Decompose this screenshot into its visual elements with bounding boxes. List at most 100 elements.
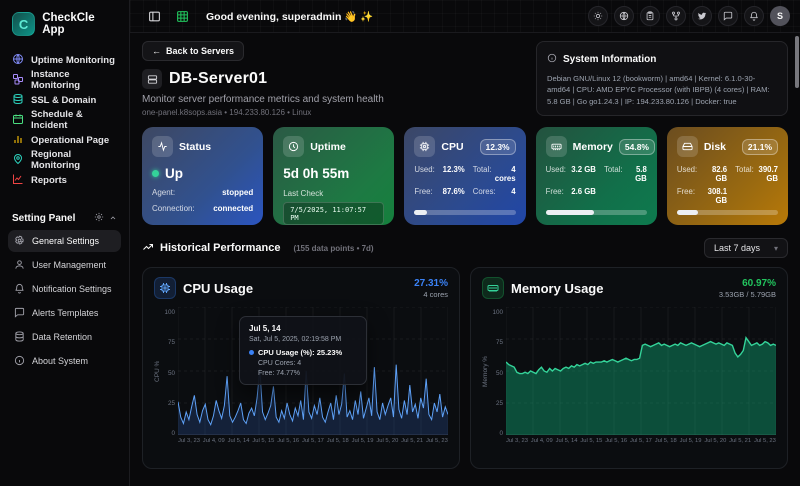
language-button[interactable] <box>614 6 634 26</box>
system-info-title: System Information <box>563 53 657 65</box>
memory-icon <box>482 277 504 299</box>
sidebar-item-label: About System <box>32 356 89 366</box>
y-axis-ticks: 100 75 50 25 0 <box>164 309 175 437</box>
card-label: Disk <box>703 140 726 153</box>
app-logo-icon: C <box>12 12 36 36</box>
gear-icon <box>14 235 25 248</box>
setting-panel-header[interactable]: Setting Panel <box>8 208 121 228</box>
theme-toggle-button[interactable] <box>588 6 608 26</box>
sidebar-toggle-icon[interactable] <box>144 6 164 26</box>
stat-cards-row: Status Up Agent: stopped Connection: conne… <box>142 127 789 225</box>
chevron-down-icon: ▾ <box>773 243 778 253</box>
disk-card: Disk 21.1% Used: 82.6 GB Total: 390.7 GB F… <box>666 127 789 225</box>
back-to-servers-button[interactable]: ← Back to Servers <box>142 41 245 61</box>
cpu-usage-chart-card: CPU Usage 27.31% 4 cores CPU % 100 75 50 25… <box>142 267 460 469</box>
y-axis-ticks: 100 75 50 25 0 <box>492 309 503 437</box>
clock-icon <box>283 136 305 157</box>
calendar-icon <box>12 113 24 128</box>
sidebar-item-instance-monitoring[interactable]: Instance Monitoring <box>8 69 121 91</box>
app-name: CheckCle App <box>42 12 95 36</box>
sidebar-item-about-system[interactable]: About System <box>8 350 121 372</box>
memory-card: Memory 54.8% Used: 3.2 GB Total: 5.8 GB Fr… <box>535 127 657 225</box>
memory-badge: 54.8% <box>618 138 655 155</box>
sidebar-item-general-settings[interactable]: General Settings <box>8 230 121 252</box>
info-icon <box>547 50 557 68</box>
info-icon <box>14 355 25 368</box>
sidebar-nav: Uptime Monitoring Instance Monitoring SS… <box>8 50 121 190</box>
feedback-button[interactable] <box>718 6 738 26</box>
agent-status: stopped <box>222 188 254 197</box>
sidebar: C CheckCle App Uptime Monitoring Instanc… <box>0 0 130 486</box>
sidebar-item-user-management[interactable]: User Management <box>8 254 121 276</box>
status-value: Up <box>165 166 183 181</box>
historical-header: Historical Performance (155 data points … <box>142 238 788 258</box>
uptime-card: Uptime 5d 0h 55m Last Check 7/5/2025, 11… <box>273 127 395 225</box>
page-title: DB-Server01 <box>169 70 268 87</box>
cpu-current-sub: 4 cores <box>423 289 448 299</box>
sidebar-item-label: Instance Monitoring <box>31 69 81 91</box>
trending-up-icon <box>142 241 154 256</box>
user-icon <box>14 259 25 272</box>
sidebar-item-ssl-domain[interactable]: SSL & Domain <box>8 90 121 110</box>
card-label: CPU <box>441 140 464 153</box>
memory-icon <box>545 136 567 157</box>
sidebar-item-label: Alerts Templates <box>32 308 99 318</box>
sidebar-item-notification-settings[interactable]: Notification Settings <box>8 278 121 300</box>
main-area: Good evening, superadmin 👋 ✨ S ← Back to… <box>130 0 800 486</box>
sidebar-item-regional-monitoring[interactable]: Regional Monitoring <box>8 149 121 171</box>
last-check-value: 7/5/2025, 11:07:57 PM <box>283 202 385 225</box>
sidebar-item-data-retention[interactable]: Data Retention <box>8 326 121 348</box>
server-header: ← Back to Servers DB-Server01 Monitor se… <box>142 41 384 117</box>
map-pin-icon <box>12 153 24 168</box>
globe-icon <box>12 53 24 68</box>
server-icon <box>142 69 162 89</box>
y-axis-label: CPU % <box>154 360 161 382</box>
memory-usage-chart-card: Memory Usage 60.97% 3.53GB / 5.79GB Memo… <box>470 267 788 469</box>
time-range-select[interactable]: Last 7 days ▾ <box>703 238 788 258</box>
disk-badge: 21.1% <box>741 138 779 155</box>
chart-title: CPU Usage <box>183 280 254 296</box>
setting-panel-title: Setting Panel <box>12 212 76 224</box>
status-up-dot <box>152 170 159 177</box>
notifications-button[interactable] <box>744 6 764 26</box>
cpu-current-percent: 27.31% <box>414 277 448 289</box>
chart-title: Memory Usage <box>511 280 604 296</box>
cubes-icon <box>12 73 24 88</box>
sidebar-item-label: General Settings <box>32 236 100 246</box>
message-icon <box>14 307 25 320</box>
chart-tooltip: Jul 5, 14 Sat, Jul 5, 2025, 02:19:58 PM … <box>239 316 367 385</box>
cpu-card: CPU 12.3% Used: 12.3% Total: 4 cores Free:… <box>404 127 526 225</box>
sidebar-item-label: User Management <box>32 260 107 270</box>
x-axis-labels: Jul 3, 23 Jul 4, 09 Jul 5, 14 Jul 5, 15 Jul … <box>506 438 776 444</box>
sidebar-item-uptime-monitoring[interactable]: Uptime Monitoring <box>8 50 121 70</box>
memory-plot-area[interactable] <box>506 307 776 435</box>
card-label: Memory <box>572 140 613 153</box>
docs-button[interactable] <box>640 6 660 26</box>
app-logo[interactable]: C CheckCle App <box>8 10 121 46</box>
sidebar-item-schedule-incident[interactable]: Schedule & Incident <box>8 109 121 131</box>
user-avatar[interactable]: S <box>770 6 790 26</box>
scrollbar-thumb[interactable] <box>795 36 799 88</box>
gear-icon <box>94 209 104 227</box>
arrow-left-icon: ← <box>152 46 161 56</box>
x-axis-labels: Jul 3, 23 Jul 4, 09 Jul 5, 14 Jul 5, 15 Jul … <box>178 438 448 444</box>
git-fork-button[interactable] <box>666 6 686 26</box>
sidebar-item-operational-page[interactable]: Operational Page <box>8 130 121 150</box>
charts-row: CPU Usage 27.31% 4 cores CPU % 100 75 50 25… <box>142 267 788 469</box>
uptime-value: 5d 0h 55m <box>283 166 350 181</box>
sidebar-item-label: Regional Monitoring <box>31 149 81 171</box>
card-label: Status <box>179 140 212 153</box>
sidebar-item-alerts-templates[interactable]: Alerts Templates <box>8 302 121 324</box>
connection-status: connected <box>213 204 254 213</box>
system-info-text: Debian GNU/Linux 12 (bookworm) | amd64 |… <box>547 74 770 106</box>
hard-drive-icon <box>676 136 698 157</box>
sidebar-item-reports[interactable]: Reports <box>8 170 121 190</box>
bell-icon <box>14 283 25 296</box>
card-label: Uptime <box>310 140 346 153</box>
cpu-progress-bar <box>414 210 516 215</box>
sidebar-item-label: Schedule & Incident <box>31 109 83 131</box>
twitter-button[interactable] <box>692 6 712 26</box>
layers-icon <box>12 93 24 108</box>
sidebar-item-label: SSL & Domain <box>31 94 97 106</box>
table-icon[interactable] <box>172 6 192 26</box>
